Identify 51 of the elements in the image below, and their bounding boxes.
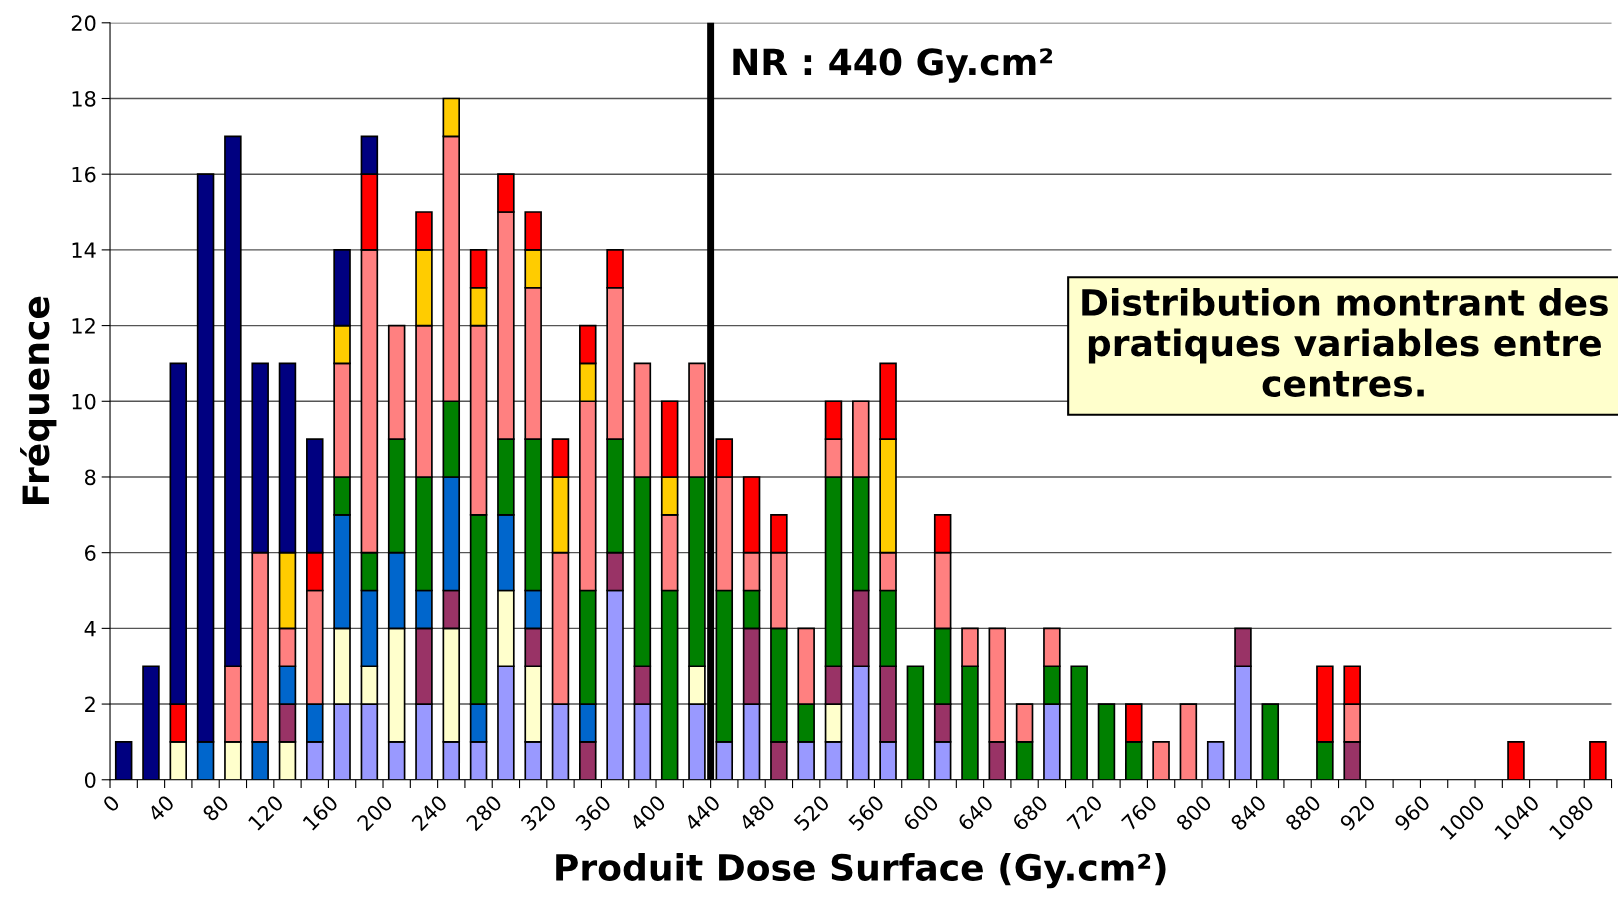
y-tick-label: 16	[72, 166, 96, 183]
x-axis-title: Produit Dose Surface (Gy.cm²)	[556, 853, 1166, 889]
bar	[1179, 703, 1198, 780]
y-tick-label: 10	[72, 393, 96, 410]
bar	[1507, 741, 1525, 780]
bar	[1152, 741, 1170, 780]
bar	[1589, 741, 1607, 780]
bar	[1070, 665, 1088, 780]
x-tick-label: 80	[201, 794, 230, 823]
x-tick-label: 760	[1120, 794, 1158, 832]
x-tick-label: 0	[101, 794, 121, 813]
x-tick-label: 240	[410, 794, 449, 832]
bar	[906, 665, 925, 780]
x-tick-label: 680	[1011, 794, 1049, 832]
x-tick-label: 720	[1066, 794, 1104, 832]
x-tick-label: 840	[1229, 794, 1268, 832]
x-tick-label: 800	[1175, 794, 1213, 832]
x-tick-label: 920	[1338, 794, 1377, 832]
bar	[142, 665, 160, 780]
x-tick-label: 960	[1393, 794, 1431, 832]
bar	[1261, 703, 1280, 780]
y-tick-label: 6	[85, 545, 96, 561]
y-tick-label: 20	[71, 15, 96, 32]
x-tick-label: 600	[902, 794, 940, 832]
x-tick-label: 280	[465, 794, 503, 832]
x-tick-label: 640	[956, 794, 995, 832]
x-tick-label: 880	[1284, 794, 1322, 832]
y-axis-title: Fréquence	[20, 296, 57, 505]
x-tick-label: 520	[793, 794, 831, 832]
y-tick-label: 0	[84, 772, 96, 788]
x-tick-label: 40	[146, 794, 176, 823]
y-tick-label: 18	[72, 90, 96, 107]
x-tick-label: 120	[247, 794, 285, 831]
x-tick-label: 560	[847, 794, 885, 832]
x-tick-label: 360	[574, 794, 612, 832]
bar	[114, 741, 133, 780]
x-tick-label: 400	[628, 794, 667, 832]
y-tick-label: 4	[84, 621, 96, 637]
x-tick-label: 320	[520, 794, 558, 832]
bar	[1206, 741, 1225, 780]
ref-line-label: NR : 440 Gy.cm²	[733, 48, 1053, 83]
annotation: Distribution montrant des pratiques variables entre centres.	[1082, 288, 1608, 397]
y-tick-label: 2	[85, 696, 95, 712]
bar	[1097, 703, 1116, 780]
x-tick-label: 160	[302, 794, 339, 831]
x-tick-label: 480	[738, 794, 776, 832]
x-tick-label: 440	[683, 794, 722, 832]
y-tick-label: 12	[72, 318, 95, 334]
y-tick-label: 14	[72, 242, 96, 258]
y-tick-label: 8	[84, 469, 96, 486]
x-tick-label: 200	[356, 794, 394, 832]
